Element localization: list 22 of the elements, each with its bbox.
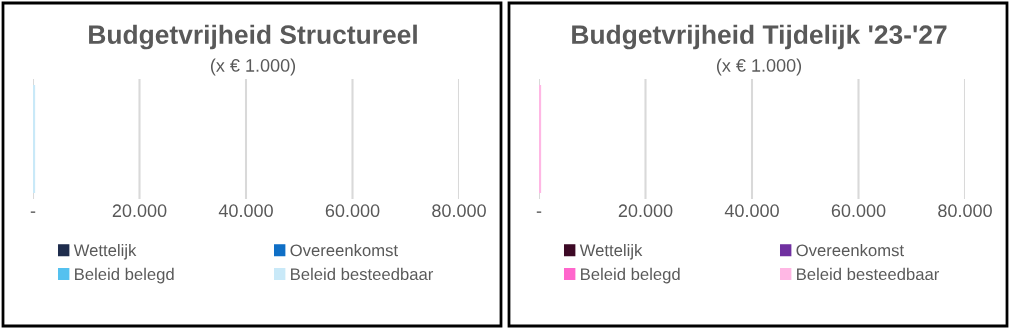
legend-label: Overeenkomst [796, 244, 904, 257]
x-tick-label: 20.000 [112, 204, 167, 218]
x-tick-label: 40.000 [218, 204, 273, 218]
legend-label: Overeenkomst [290, 244, 398, 257]
chart-subtitle: (x € 1.000) [210, 58, 296, 76]
legend-label: Wettelijk [73, 244, 137, 260]
chart-title: Budgetvrijheid Tijdelijk '23-'27 [572, 24, 947, 50]
legend-label: Beleid besteedbaar [291, 267, 434, 281]
x-tick-label: 80.000 [938, 204, 992, 218]
x-tick-label: 20.000 [618, 204, 673, 218]
legend-label: Beleid belegd [581, 267, 680, 284]
chart-subtitle: (x € 1.000) [716, 58, 802, 76]
x-tick-label: - [536, 211, 542, 213]
x-tick-label: 40.000 [724, 204, 779, 218]
x-tick-label: 60.000 [325, 204, 380, 218]
legend-label: Beleid besteedbaar [797, 267, 940, 281]
legend-label: Wettelijk [579, 244, 643, 260]
x-tick-label: - [30, 211, 36, 213]
chart-title: Budgetvrijheid Structureel [89, 24, 417, 50]
legend-label: Beleid belegd [75, 267, 174, 284]
x-tick-label: 80.000 [432, 204, 486, 218]
x-tick-label: 60.000 [831, 204, 886, 218]
